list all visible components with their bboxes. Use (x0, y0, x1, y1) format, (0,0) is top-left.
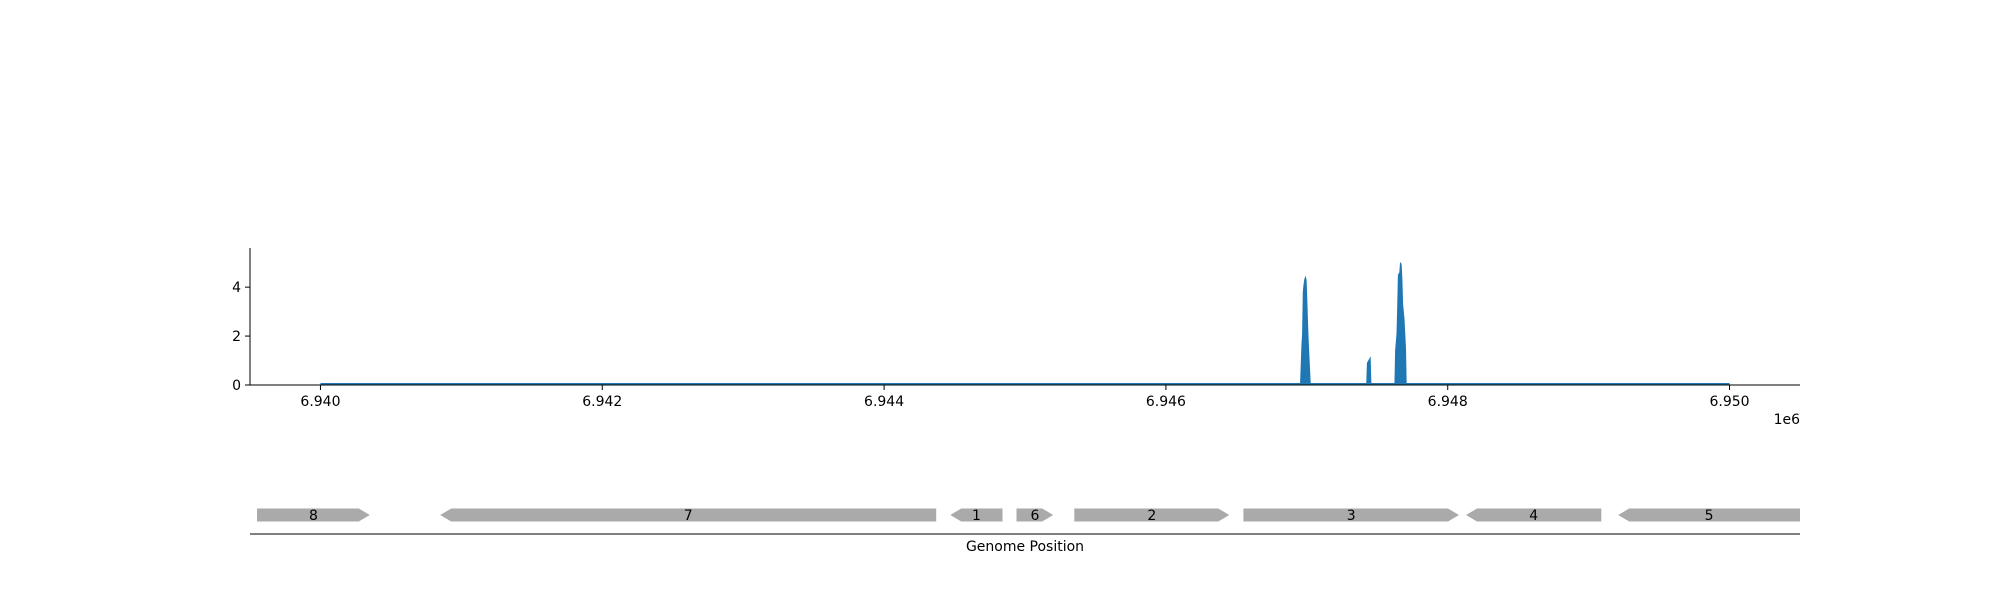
gene-arrow-1 (950, 508, 1003, 522)
coverage-peak-1 (1299, 275, 1311, 386)
coverage-axes: 6.940 6.942 6.944 6.946 6.948 6.950 0 2 4 1e6 (232, 248, 1800, 428)
x-tick-label: 6.944 (864, 394, 904, 410)
gene-track-axes: 8 7 1 6 2 3 4 5 Genome Position (250, 508, 1800, 555)
x-tick-label: 6.940 (300, 394, 340, 410)
coverage-peak-2 (1366, 356, 1372, 386)
x-tick-label: 6.942 (582, 394, 622, 410)
x-tick-label: 6.950 (1709, 394, 1749, 410)
gene-label-4: 4 (1529, 508, 1538, 524)
x-tick-label: 6.948 (1428, 394, 1468, 410)
gene-arrow-5 (1618, 508, 1800, 522)
gene-arrow-4 (1466, 508, 1602, 522)
coverage-series (1299, 262, 1407, 386)
gene-arrow-6 (1016, 508, 1054, 522)
coverage-peak-3 (1394, 262, 1407, 386)
x-tick-label: 6.946 (1146, 394, 1186, 410)
gene-arrow-2 (1074, 508, 1230, 522)
x-ticks: 6.940 6.942 6.944 6.946 6.948 6.950 (300, 385, 1750, 410)
y-tick-label: 0 (232, 378, 241, 394)
gene-label-3: 3 (1347, 508, 1356, 524)
y-tick-label: 4 (232, 280, 241, 296)
gene-arrows: 8 7 1 6 2 3 4 5 (257, 508, 1800, 524)
y-tick-label: 2 (232, 329, 241, 345)
gene-arrow-7 (440, 508, 937, 522)
gene-label-6: 6 (1030, 508, 1039, 524)
gene-arrow-8 (257, 508, 370, 522)
gene-label-1: 1 (972, 508, 981, 524)
gene-arrow-3 (1243, 508, 1459, 522)
genome-position-label: Genome Position (966, 539, 1084, 555)
gene-label-5: 5 (1705, 508, 1714, 524)
gene-label-8: 8 (309, 508, 318, 524)
gene-label-7: 7 (684, 508, 693, 524)
y-ticks: 0 2 4 (232, 280, 250, 394)
x-offset-label: 1e6 (1774, 412, 1801, 428)
gene-label-2: 2 (1147, 508, 1156, 524)
